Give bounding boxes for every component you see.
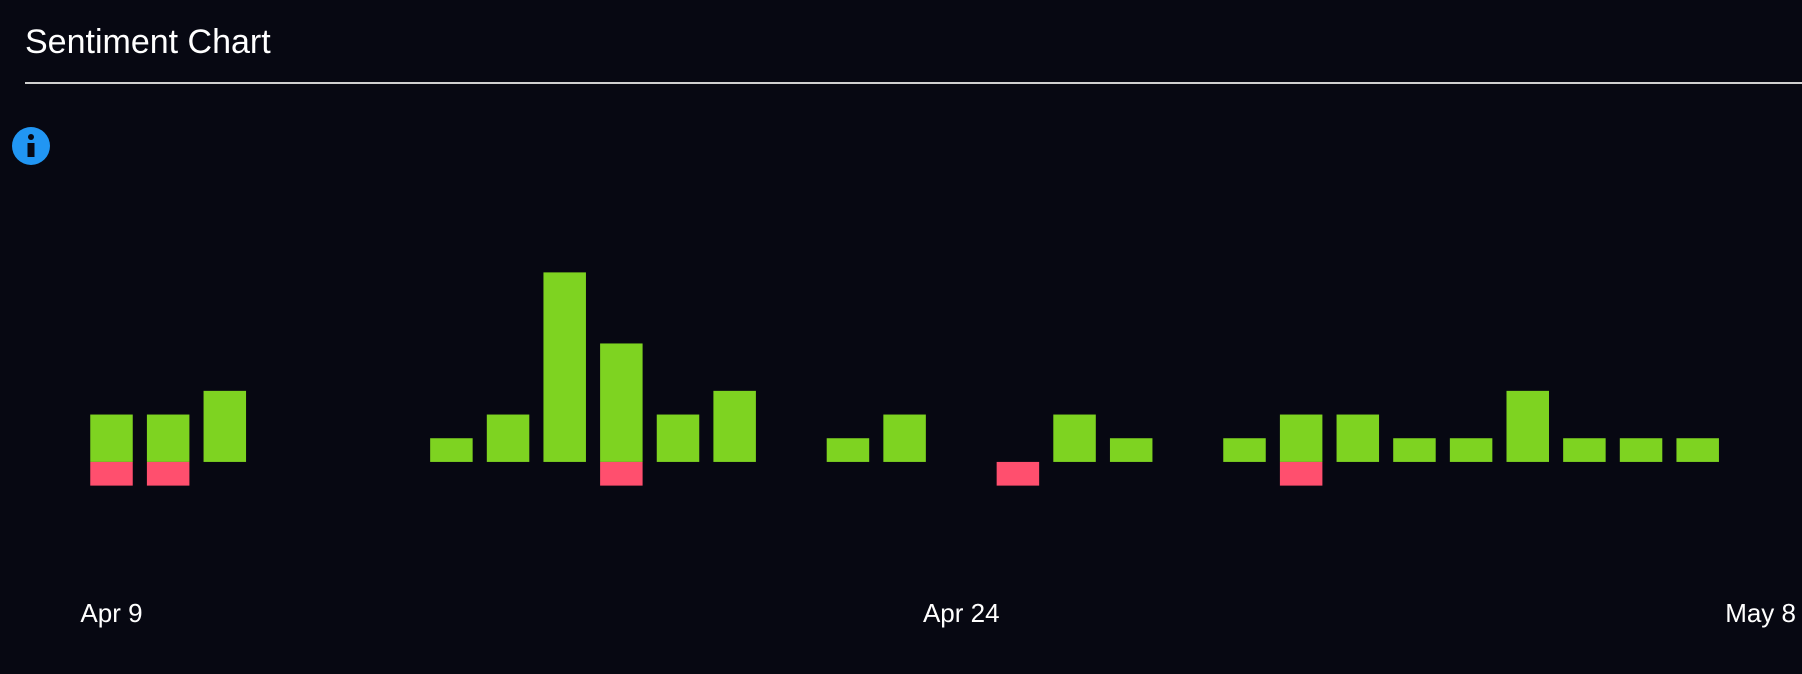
bar bbox=[90, 414, 133, 462]
bar bbox=[146, 461, 190, 486]
bar bbox=[1109, 438, 1153, 462]
bar bbox=[1619, 438, 1663, 462]
bar bbox=[543, 272, 586, 462]
info-icon-dot bbox=[28, 134, 34, 140]
bar bbox=[656, 414, 700, 462]
chart-title: Sentiment Chart bbox=[25, 23, 271, 61]
bar bbox=[430, 438, 473, 462]
bar bbox=[1279, 461, 1323, 486]
bar bbox=[486, 414, 530, 462]
bar bbox=[1563, 438, 1606, 462]
bar bbox=[826, 438, 870, 462]
bar bbox=[1223, 438, 1266, 462]
x-tick-label: Apr 9 bbox=[80, 598, 142, 628]
info-icon-stem bbox=[27, 143, 35, 157]
bar bbox=[1393, 438, 1436, 462]
bar bbox=[203, 390, 247, 462]
bar bbox=[1449, 438, 1493, 462]
bar bbox=[1336, 414, 1380, 462]
bar bbox=[90, 461, 133, 486]
bar bbox=[1676, 438, 1719, 462]
bar bbox=[883, 414, 926, 462]
bar bbox=[600, 343, 643, 462]
bar bbox=[1506, 390, 1549, 462]
bar bbox=[146, 414, 190, 462]
x-tick-label: May 8 bbox=[1725, 598, 1796, 628]
info-icon[interactable] bbox=[12, 127, 50, 165]
bar bbox=[713, 390, 756, 462]
bar bbox=[600, 461, 643, 486]
bar bbox=[996, 461, 1040, 486]
bar bbox=[1053, 414, 1096, 462]
x-tick-label: Apr 24 bbox=[923, 598, 1000, 628]
bar bbox=[1279, 414, 1323, 462]
